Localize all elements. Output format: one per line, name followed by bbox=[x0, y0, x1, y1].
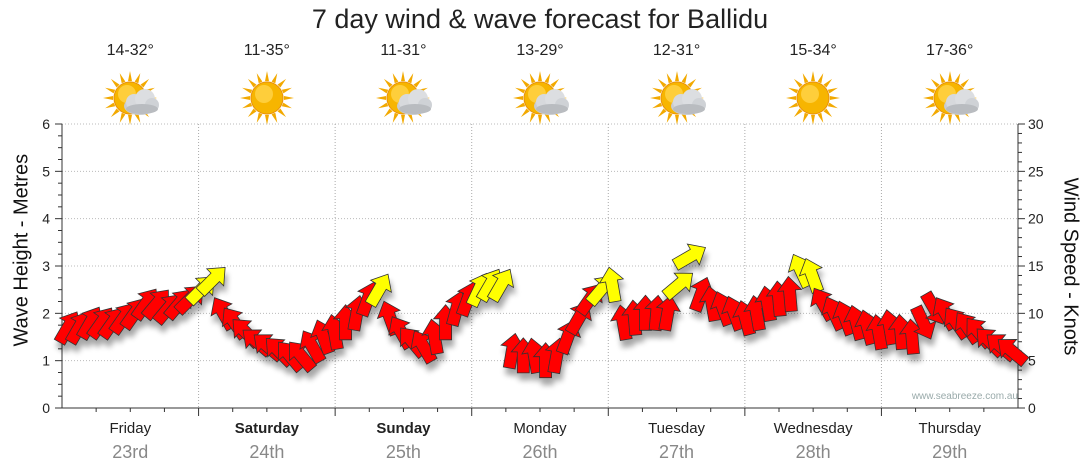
day-temperature: 11-35° bbox=[243, 42, 290, 59]
y-left-tick-label: 0 bbox=[42, 400, 50, 416]
wind-arrow bbox=[486, 268, 515, 304]
day-date-label: 29th bbox=[932, 442, 968, 462]
partly-cloudy-icon bbox=[100, 70, 164, 130]
partly-cloudy-icon bbox=[920, 70, 984, 130]
wind-arrow bbox=[910, 304, 937, 340]
day-name-label: Tuesday bbox=[648, 420, 706, 437]
day-date-label: 24th bbox=[249, 442, 285, 462]
y-right-tick-label: 30 bbox=[1028, 116, 1044, 132]
watermark: www.seabreeze.com.au bbox=[911, 391, 1018, 402]
wind-arrow bbox=[598, 266, 625, 304]
y-axis-right-label: Wind Speed - Knots bbox=[1059, 177, 1080, 356]
day-date-label: 28th bbox=[795, 442, 831, 462]
sunny-icon bbox=[783, 70, 847, 130]
chart-title: 7 day wind & wave forecast for Ballidu bbox=[311, 4, 769, 34]
day-temperature: 12-31° bbox=[652, 42, 701, 59]
partly-cloudy-icon bbox=[510, 70, 574, 130]
wind-arrow bbox=[364, 273, 392, 308]
y-right-tick-label: 5 bbox=[1028, 353, 1036, 369]
y-right-tick-label: 25 bbox=[1028, 163, 1044, 179]
day-temperature: 15-34° bbox=[789, 42, 837, 59]
y-left-tick-label: 2 bbox=[42, 305, 50, 321]
wind-arrow bbox=[671, 243, 707, 271]
y-left-tick-label: 4 bbox=[42, 211, 50, 227]
y-left-tick-label: 6 bbox=[42, 116, 50, 132]
day-date-label: 25th bbox=[385, 442, 421, 462]
wind-arrow bbox=[195, 267, 226, 298]
partly-cloudy-icon bbox=[647, 70, 711, 130]
wind-arrow bbox=[798, 258, 825, 295]
partly-cloudy-icon bbox=[373, 70, 437, 130]
y-right-tick-label: 0 bbox=[1028, 400, 1036, 416]
day-temperature: 14-32° bbox=[106, 42, 154, 59]
day-date-label: 26th bbox=[522, 442, 558, 462]
y-axis-left-label: Wave Height - Metres bbox=[10, 153, 33, 347]
sunny-icon bbox=[237, 70, 301, 130]
wind-arrow bbox=[661, 272, 694, 301]
day-name-label: Thursday bbox=[918, 420, 981, 437]
day-name-label: Saturday bbox=[234, 420, 299, 437]
y-right-tick-label: 10 bbox=[1028, 305, 1044, 321]
day-name-label: Monday bbox=[513, 420, 567, 437]
y-left-tick-label: 3 bbox=[42, 258, 50, 274]
wind-arrow bbox=[689, 276, 715, 313]
day-name-label: Wednesday bbox=[773, 420, 853, 437]
wind-arrow bbox=[655, 294, 681, 332]
day-name-label: Sunday bbox=[376, 420, 431, 437]
y-right-tick-label: 20 bbox=[1028, 211, 1044, 227]
y-left-tick-label: 5 bbox=[42, 163, 50, 179]
day-date-label: 27th bbox=[659, 442, 695, 462]
day-temperature: 17-36° bbox=[926, 42, 974, 59]
day-temperature: 13-29° bbox=[516, 42, 564, 59]
wind-arrow bbox=[776, 275, 803, 313]
y-right-tick-label: 15 bbox=[1028, 258, 1044, 274]
wind-arrow bbox=[898, 318, 925, 355]
day-temperature: 11-31° bbox=[380, 42, 427, 59]
day-name-label: Friday bbox=[109, 420, 152, 437]
wind-arrows-group bbox=[53, 243, 1030, 379]
day-date-label: 23rd bbox=[112, 442, 149, 462]
y-left-tick-label: 1 bbox=[42, 353, 50, 369]
wind-arrow bbox=[997, 339, 1030, 368]
